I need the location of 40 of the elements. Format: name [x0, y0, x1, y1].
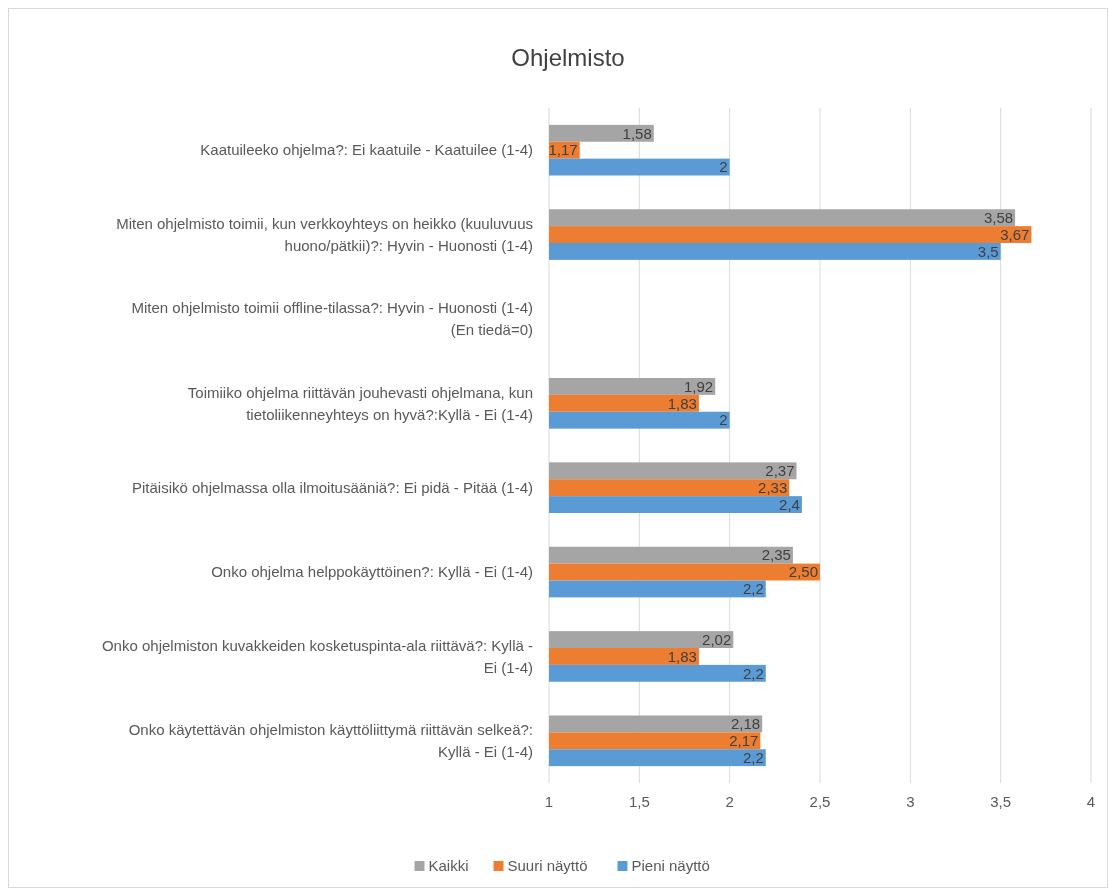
data-label: 1,92 [684, 377, 714, 395]
y-tick-label: Miten ohjelmisto toimii, kun verkkoyhteys on heikko (kuuluvuus huono/pätkii)?: Hyvin - Huonosti (1-4) [116, 214, 533, 254]
data-label: 1,58 [622, 124, 652, 142]
y-tick-label: Onko ohjelma helppokäyttöinen?: Kyllä - Ei (1-4) [211, 563, 533, 581]
data-label: 2 [719, 411, 728, 429]
y-tick-label: Miten ohjelmisto toimii offline-tilassa?: Hyvin - Huonosti (1-4) (En tiedä=0) [131, 299, 533, 339]
chart-title: Ohjelmisto [511, 44, 625, 71]
legend-label: Pieni näyttö [631, 857, 710, 875]
y-tick-label: Toimiiko ohjelma riittävän jouhevasti ohjelmana, kun tietoliikenneyhteys on hyvä?:Kyllä - Ei (1-4) [187, 383, 533, 423]
data-label: 1,83 [667, 647, 697, 665]
data-label: 1,17 [548, 141, 578, 159]
data-label: 2,33 [758, 478, 788, 496]
y-tick-label: Onko käytettävän ohjelmiston käyttöliittymä riittävän selkeä?: Kyllä - Ei (1-4) [128, 721, 533, 761]
y-tick-label: Kaatuileeko ohjelma?: Ei kaatuile - Kaatuilee (1-4) [200, 141, 533, 159]
y-tick-label: Onko ohjelmiston kuvakkeiden kosketuspinta-ala riittävä?: Kyllä - Ei (1-4) [101, 636, 533, 676]
legend-label: Kaikki [428, 857, 469, 875]
y-tick-label: Pitäisikö ohjelmassa olla ilmoitusääniä?: Ei pidä - Pitää (1-4) [131, 478, 533, 496]
data-label: 2,37 [765, 462, 795, 480]
data-label: 2,2 [742, 580, 764, 598]
data-label: 2,18 [730, 715, 761, 733]
data-label: 3,58 [983, 208, 1014, 226]
data-label: 1,83 [667, 394, 697, 412]
x-tick-label: 4 [1086, 793, 1096, 810]
x-tick-label: 2,5 [809, 793, 831, 810]
data-label: 3,5 [977, 242, 999, 260]
x-tick-label: 3,5 [990, 793, 1012, 810]
legend-label: Suuri näyttö [507, 857, 588, 875]
data-label: 2,17 [729, 732, 759, 750]
x-tick-label: 2 [725, 793, 734, 810]
x-tick-label: 3 [906, 793, 915, 810]
data-label: 2,02 [702, 630, 732, 648]
x-tick-label: 1 [544, 793, 554, 810]
data-label: 2,2 [742, 664, 764, 682]
x-tick-label: 1,5 [628, 793, 650, 810]
data-label: 2,35 [761, 546, 791, 564]
data-label: 2,50 [788, 563, 818, 581]
data-label: 2 [719, 158, 728, 176]
data-label: 3,67 [1000, 225, 1030, 243]
data-label: 2,4 [779, 495, 800, 513]
data-label: 2,2 [742, 748, 764, 766]
